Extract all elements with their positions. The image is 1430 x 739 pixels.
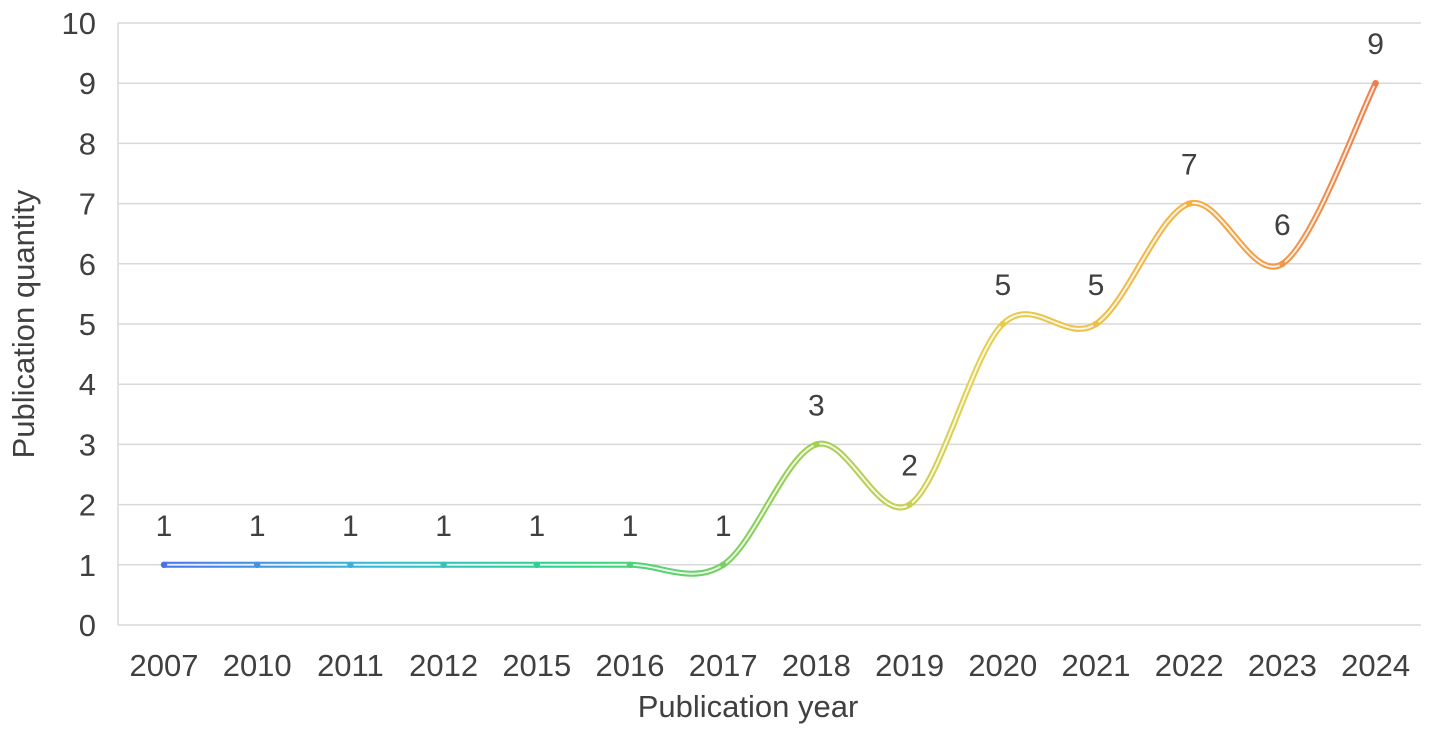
y-tick-label: 10	[62, 6, 96, 41]
data-label: 7	[1181, 149, 1198, 182]
x-tick-label: 2018	[782, 648, 851, 683]
x-tick-label: 2015	[502, 648, 571, 683]
data-label: 2	[901, 450, 918, 483]
y-tick-label: 1	[79, 548, 96, 583]
data-point	[813, 441, 820, 448]
y-tick-label: 9	[79, 66, 96, 101]
data-point	[1186, 200, 1193, 207]
y-tick-label: 7	[79, 187, 96, 222]
data-point	[999, 320, 1006, 328]
data-label: 1	[249, 510, 266, 543]
x-tick-label: 2017	[689, 648, 758, 683]
data-point	[533, 561, 540, 568]
data-label: 1	[528, 510, 545, 543]
x-tick-label: 2019	[875, 648, 944, 683]
data-point	[254, 561, 261, 568]
data-point	[440, 561, 447, 568]
y-tick-label: 0	[79, 608, 96, 643]
data-label: 1	[622, 510, 639, 543]
y-tick-label: 5	[79, 307, 96, 342]
x-axis-title: Publication year	[638, 689, 859, 724]
data-label: 3	[808, 389, 825, 422]
x-tick-label: 2021	[1062, 648, 1131, 683]
data-label: 5	[1088, 269, 1105, 302]
x-tick-label: 2022	[1155, 648, 1224, 683]
x-tick-label: 2007	[130, 648, 199, 683]
series-line-highlight	[163, 82, 1377, 575]
series-line	[161, 80, 1379, 577]
data-label: 1	[435, 510, 452, 543]
x-tick-label: 2020	[968, 648, 1037, 683]
y-axis-ticks: 0 1 2 3 4 5 6 7 8 9 10	[62, 6, 96, 643]
data-point	[347, 561, 354, 568]
x-axis-ticks: 2007 2010 2011 2012 2015 2016 2017 2018 2019 2020…	[130, 648, 1411, 683]
x-tick-label: 2012	[409, 648, 478, 683]
y-axis-title: Publication quantity	[6, 189, 41, 458]
data-label: 1	[156, 510, 173, 543]
y-tick-label: 2	[79, 488, 96, 523]
data-label: 6	[1274, 209, 1291, 242]
y-tick-label: 8	[79, 126, 96, 161]
data-point	[1092, 320, 1100, 328]
x-tick-label: 2023	[1248, 648, 1317, 683]
gridlines	[117, 22, 1421, 626]
data-label: 1	[342, 510, 359, 543]
y-tick-label: 6	[79, 247, 96, 282]
data-point	[626, 561, 634, 568]
x-tick-label: 2016	[596, 648, 665, 683]
data-labels: 1 1 1 1 1 1 1 3 2 5 5 7 6 9	[156, 28, 1384, 543]
y-tick-label: 4	[79, 367, 96, 402]
data-label: 1	[715, 510, 732, 543]
data-point	[906, 501, 913, 508]
data-point	[1372, 80, 1379, 87]
data-point	[160, 561, 168, 568]
y-tick-label: 3	[79, 427, 96, 462]
data-point	[1279, 260, 1286, 267]
x-tick-label: 2011	[317, 648, 384, 683]
data-points	[160, 80, 1379, 568]
data-label: 9	[1367, 28, 1384, 61]
data-point	[720, 561, 727, 568]
data-label: 5	[994, 269, 1011, 302]
x-tick-label: 2010	[223, 648, 292, 683]
x-tick-label: 2024	[1341, 648, 1410, 683]
